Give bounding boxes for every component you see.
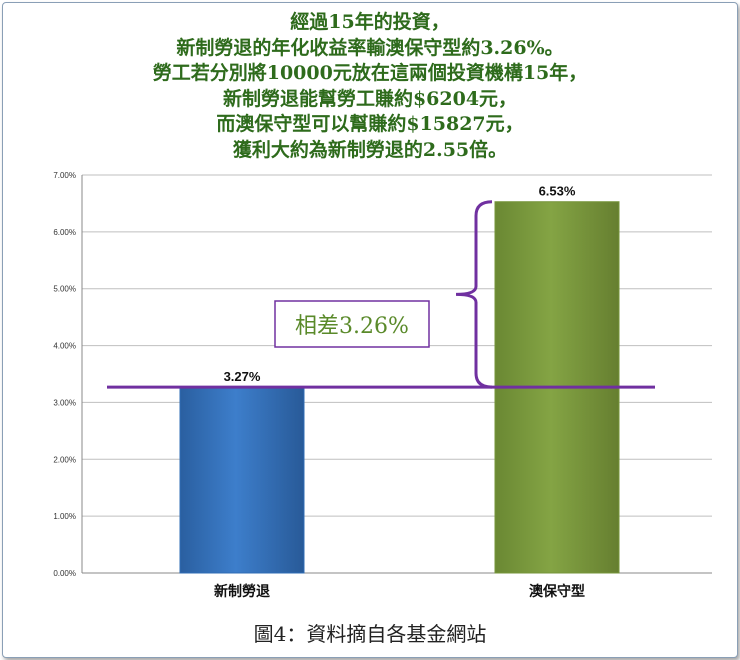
y-tick-label: 5.00% (53, 285, 76, 294)
data-label: 6.53% (539, 184, 576, 199)
y-tick-label: 1.00% (53, 512, 76, 521)
y-axis-ticks: 0.00% 1.00% 2.00% 3.00% 4.00% 5.00% 6.00% 7.00% (53, 171, 76, 578)
difference-annotation: 相差3.26% (107, 200, 655, 389)
title-line-1: 經過15年的投資， (290, 11, 450, 33)
difference-label: 相差3.26% (295, 314, 409, 339)
title-line-4: 新制勞退能幫勞工賺約$6204元， (222, 87, 518, 110)
bar-1 (179, 386, 305, 574)
category-label: 澳保守型 (529, 583, 585, 600)
y-tick-label: 7.00% (53, 171, 76, 180)
category-label: 新制勞退 (214, 583, 270, 600)
chart-title: 經過15年的投資， 新制勞退的年化收益率輸澳保守型約3.26%。 勞工若分別將1… (0, 10, 740, 163)
title-line-6: 獲利大約為新制勞退的2.55倍。 (232, 138, 508, 161)
y-tick-label: 3.00% (53, 398, 76, 407)
y-tick-label: 4.00% (53, 342, 76, 351)
title-line-2: 新制勞退的年化收益率輸澳保守型約3.26%。 (176, 36, 564, 59)
figure-caption: 圖4：資料摘自各基金網站 (253, 622, 487, 646)
y-tick-label: 6.00% (53, 228, 76, 237)
title-line-3: 勞工若分別將10000元放在這兩個投資機構15年， (152, 62, 588, 84)
y-tick-label: 2.00% (53, 455, 76, 464)
title-line-5: 而澳保守型可以幫賺約$15827元， (216, 113, 524, 135)
y-tick-label: 0.00% (53, 569, 76, 578)
difference-box (274, 300, 430, 348)
difference-brace (455, 200, 493, 389)
labels: 3.27% 新制勞退 6.53% 澳保守型 (214, 184, 585, 600)
data-label: 3.27% (224, 369, 261, 384)
